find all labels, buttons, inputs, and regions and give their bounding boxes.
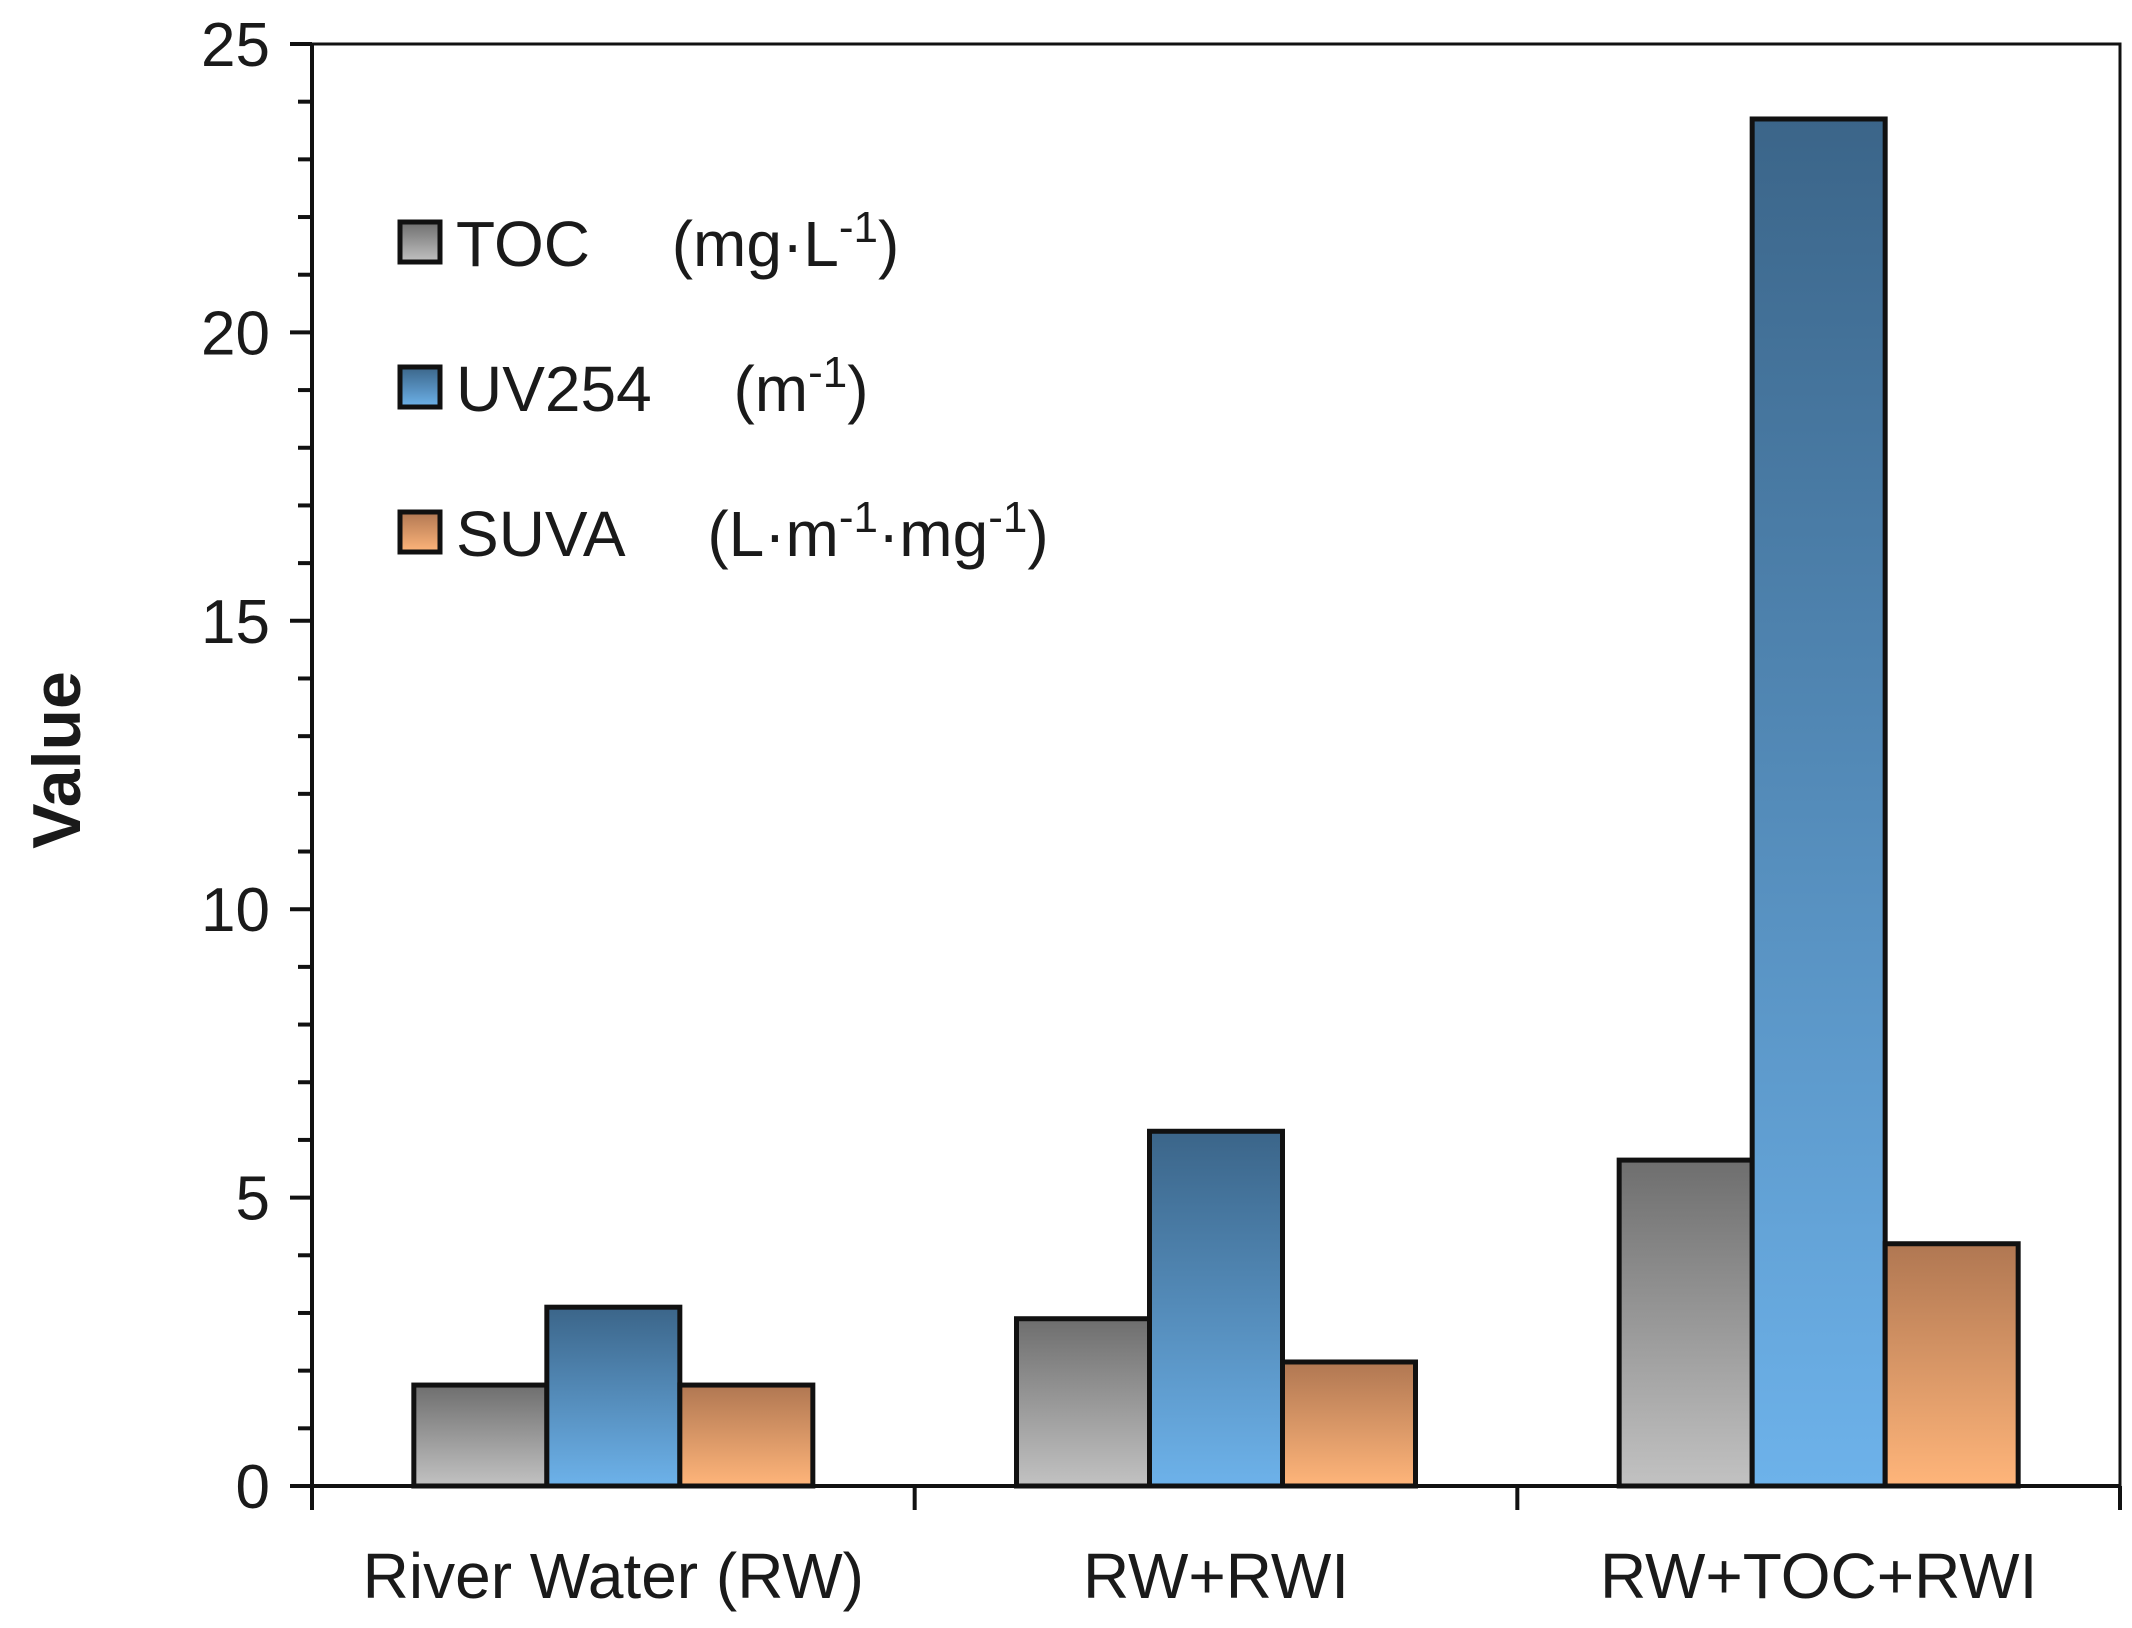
bar-toc-2	[1616, 1157, 1755, 1489]
legend-label-suva: SUVA (L·m-1·mg-1)	[456, 493, 1049, 570]
y-tick-label: 20	[201, 299, 270, 368]
bar-uv254-2	[1749, 116, 1888, 1489]
legend-swatch-toc	[397, 219, 443, 265]
y-axis-label: Value	[19, 671, 95, 849]
legend: TOC (mg·L-1) UV254 (m-1) SUVA (L·m-1·mg-1)	[397, 203, 1049, 570]
bar-uv254-1	[1147, 1128, 1285, 1489]
y-tick-label: 5	[236, 1165, 270, 1234]
plot-frame	[312, 42, 2122, 1486]
y-tick-label: 25	[201, 11, 270, 80]
plot-border	[312, 42, 2122, 1486]
legend-swatch-suva	[397, 509, 443, 555]
legend-label-toc: TOC (mg·L-1)	[456, 203, 899, 280]
bar-suva-1	[1280, 1359, 1418, 1489]
bar-toc-0	[411, 1382, 550, 1489]
bar-suva-2	[1882, 1241, 2021, 1489]
bar-toc-1	[1014, 1316, 1152, 1489]
legend-swatch-uv254	[397, 364, 443, 410]
legend-label-uv254: UV254 (m-1)	[456, 348, 869, 425]
bar-suva-0	[677, 1382, 816, 1489]
y-tick-label: 10	[201, 876, 270, 945]
x-tick-label: RW+TOC+RWI	[1600, 1540, 2037, 1612]
x-tick-label: RW+RWI	[1083, 1540, 1349, 1612]
x-tick-label: River Water (RW)	[363, 1540, 864, 1612]
y-tick-label: 0	[236, 1453, 270, 1522]
axes: River Water (RW) RW+RWI RW+TOC+RWI 0 5 10 15 20…	[201, 11, 2122, 1612]
y-tick-label: 15	[201, 588, 270, 657]
bar-uv254-0	[544, 1304, 683, 1489]
bars	[411, 116, 2021, 1489]
